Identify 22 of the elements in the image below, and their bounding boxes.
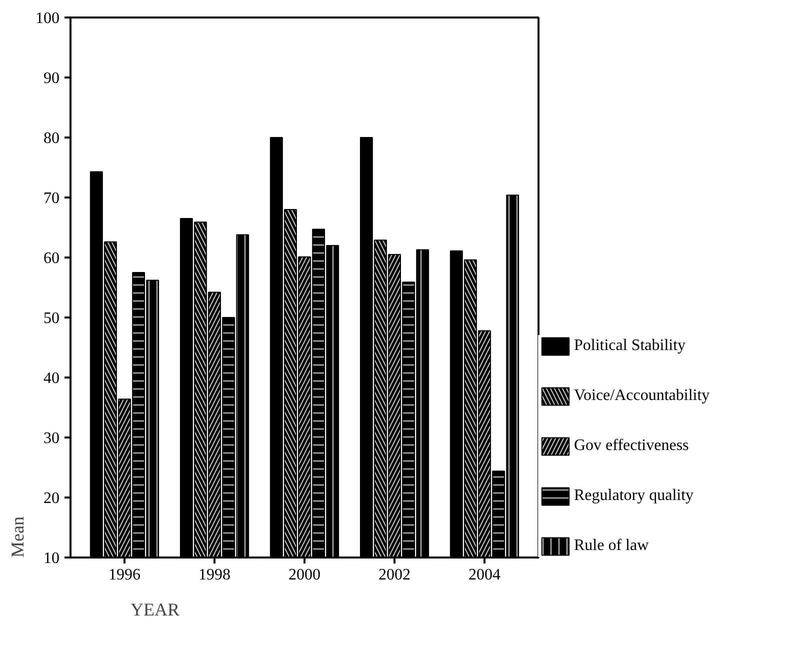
legend-label: Rule of law (574, 537, 649, 555)
y-tick-label: 80 (44, 130, 60, 147)
y-axis-title: Mean (8, 516, 28, 558)
x-tick-label: 2002 (378, 566, 410, 584)
legend-label: Regulatory quality (574, 487, 694, 505)
x-tick-label: 2004 (468, 566, 500, 584)
y-tick-label: 70 (44, 190, 60, 207)
y-tick-label: 100 (36, 10, 60, 27)
y-tick-label: 50 (44, 310, 60, 327)
y-tick-label: 90 (44, 70, 60, 87)
y-tick-label: 20 (44, 490, 60, 507)
y-tick-label: 40 (44, 370, 60, 387)
legend-label: Voice/Accountability (574, 387, 710, 405)
x-tick-label: 2000 (288, 566, 320, 584)
x-tick-label: 1996 (108, 566, 140, 584)
legend-label: Political Stability (574, 337, 686, 355)
x-axis-title: YEAR (130, 600, 180, 620)
legend-label: Gov effectiveness (574, 437, 689, 455)
x-tick-label: 1998 (198, 566, 230, 584)
y-tick-label: 10 (44, 550, 60, 567)
y-tick-label: 30 (44, 430, 60, 447)
y-tick-label: 60 (44, 250, 60, 267)
